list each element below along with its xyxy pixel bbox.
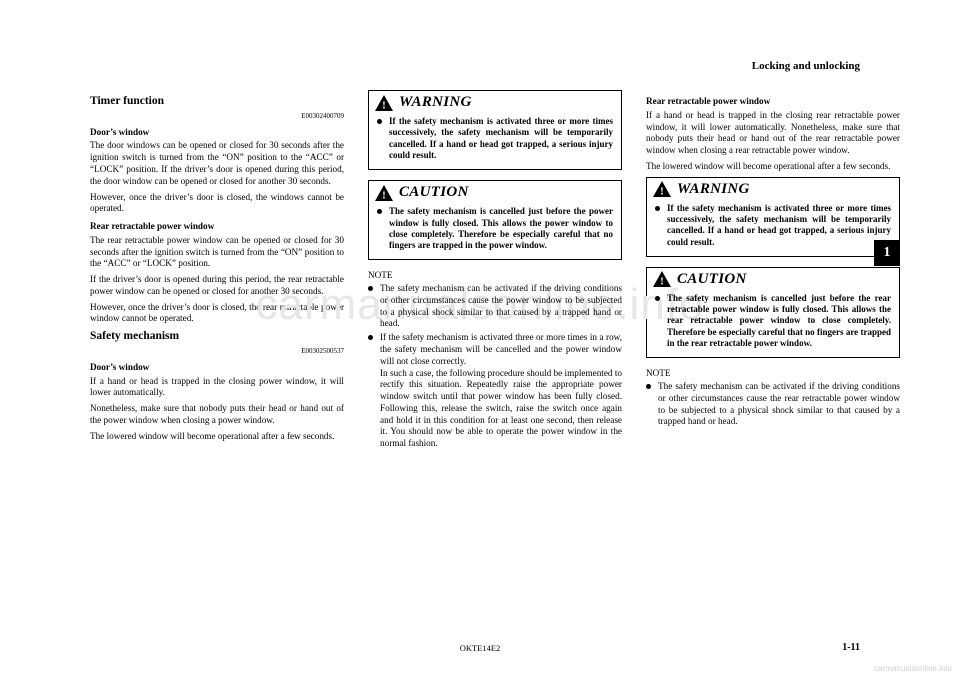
note-body: The safety mechanism can be activated if… (646, 381, 900, 428)
timer-ref-code: E00302400709 (90, 112, 344, 121)
warning-title: WARNING (677, 180, 750, 199)
warning-box: ! WARNING If the safety mechanism is act… (368, 90, 622, 170)
svg-text:!: ! (660, 186, 664, 198)
caution-body: The safety mechanism is cancelled just b… (369, 202, 621, 259)
rear-window-label: Rear retractable power window (90, 221, 344, 233)
note-text: In such a case, the following procedure … (380, 368, 622, 449)
timer-function-title: Timer function (90, 94, 344, 109)
note-label: NOTE (646, 368, 900, 380)
body-text: However, once the driver’s door is close… (90, 302, 344, 326)
column-1: Timer function E00302400709 Door’s windo… (90, 90, 344, 452)
warning-body: If the safety mechanism is activated thr… (369, 112, 621, 169)
doors-window-label: Door’s window (90, 127, 344, 139)
warning-item: If the safety mechanism is activated thr… (389, 116, 613, 161)
warning-title: WARNING (399, 93, 472, 112)
caution-title: CAUTION (399, 183, 469, 202)
note-text: If the safety mechanism is activated thr… (380, 332, 622, 366)
section-tab: 1 (874, 240, 900, 266)
footer-code: OKTE14E2 (460, 643, 501, 653)
svg-text:!: ! (382, 189, 386, 201)
warning-triangle-icon: ! (375, 95, 393, 111)
warning-box: ! WARNING If the safety mechanism is act… (646, 177, 900, 257)
body-text: The rear retractable power window can be… (90, 235, 344, 270)
column-3: Rear retractable power window If a hand … (646, 90, 900, 452)
svg-text:!: ! (382, 99, 386, 111)
doors-window-label-2: Door’s window (90, 362, 344, 374)
body-text: If the driver’s door is opened during th… (90, 274, 344, 298)
column-2: ! WARNING If the safety mechanism is act… (368, 90, 622, 452)
caution-item: The safety mechanism is cancelled just b… (389, 206, 613, 251)
caution-header: ! CAUTION (647, 268, 899, 289)
body-text: The lowered window will become operation… (90, 431, 344, 443)
note-label: NOTE (368, 270, 622, 282)
content-columns: Timer function E00302400709 Door’s windo… (90, 90, 900, 452)
safety-mechanism-title: Safety mechanism (90, 329, 344, 344)
rear-window-label: Rear retractable power window (646, 96, 900, 108)
footer-page-number: 1-11 (842, 642, 860, 653)
warning-header: ! WARNING (369, 91, 621, 112)
warning-triangle-icon: ! (653, 181, 671, 197)
caution-triangle-icon: ! (375, 185, 393, 201)
body-text: If a hand or head is trapped in the clos… (646, 110, 900, 157)
svg-text:!: ! (660, 276, 664, 288)
caution-title: CAUTION (677, 270, 747, 289)
watermark-small: carmanualsonline.info (874, 664, 952, 673)
running-header: Locking and unlocking (752, 60, 860, 72)
body-text: The door windows can be opened or closed… (90, 140, 344, 187)
caution-box: ! CAUTION The safety mechanism is cancel… (368, 180, 622, 260)
caution-box: ! CAUTION The safety mechanism is cancel… (646, 267, 900, 358)
body-text: The lowered window will become operation… (646, 161, 900, 173)
warning-item: If the safety mechanism is activated thr… (667, 203, 891, 248)
warning-body: If the safety mechanism is activated thr… (647, 199, 899, 256)
note-item: The safety mechanism can be activated if… (658, 381, 900, 428)
note-body: The safety mechanism can be activated if… (368, 283, 622, 450)
warning-header: ! WARNING (647, 178, 899, 199)
caution-triangle-icon: ! (653, 271, 671, 287)
caution-item: The safety mechanism is cancelled just b… (667, 293, 891, 349)
body-text: If a hand or head is trapped in the clos… (90, 376, 344, 400)
note-item: The safety mechanism can be activated if… (380, 283, 622, 330)
body-text: However, once the driver’s door is close… (90, 192, 344, 216)
safety-ref-code: E00302500537 (90, 347, 344, 356)
note-item: If the safety mechanism is activated thr… (380, 332, 622, 450)
page-root: carmanualsonline.info Locking and unlock… (0, 0, 960, 679)
caution-body: The safety mechanism is cancelled just b… (647, 289, 899, 357)
body-text: Nonetheless, make sure that nobody puts … (90, 403, 344, 427)
caution-header: ! CAUTION (369, 181, 621, 202)
